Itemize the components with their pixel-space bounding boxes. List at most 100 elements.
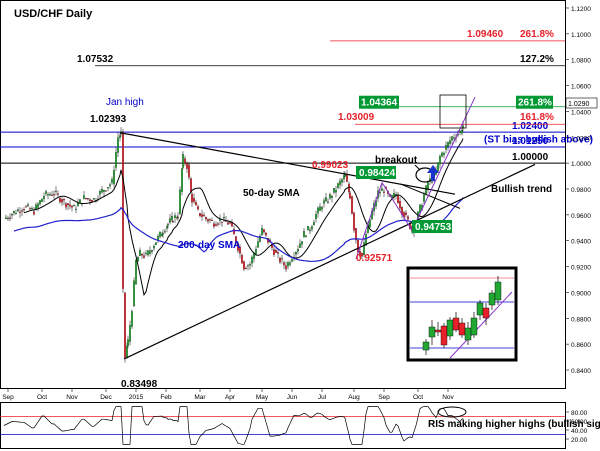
candle-body — [119, 135, 121, 138]
x-tick-label: Sep — [378, 394, 390, 401]
candle-body — [37, 203, 39, 208]
candle-body — [283, 262, 285, 266]
candle-body — [188, 164, 190, 178]
fib-label-1.09460: 1.09460 — [467, 29, 504, 40]
rsi-tick-label: 40.00 — [571, 428, 588, 435]
candle-body — [453, 137, 455, 139]
fib-label-1.07532: 1.07532 — [77, 54, 114, 65]
candle-body — [321, 207, 323, 210]
candle-body — [147, 250, 149, 256]
candle-body — [191, 193, 193, 203]
inset-candles — [410, 276, 514, 359]
x-tick-label: Oct — [413, 394, 423, 401]
descending-resistance-line — [119, 132, 456, 195]
candle-body — [307, 225, 309, 231]
candle-body — [151, 250, 153, 252]
candle-body — [203, 214, 205, 217]
candle-body — [93, 198, 95, 200]
inset-candle-body — [482, 307, 490, 319]
candle-body — [75, 208, 77, 210]
breakout-up-arrow-icon — [427, 165, 439, 181]
candle-body — [213, 223, 215, 227]
candle-body — [117, 137, 119, 153]
zoom-inset — [406, 266, 518, 362]
candle-body — [83, 195, 85, 199]
level-zone-label: (ST bias bullish above) — [484, 135, 593, 146]
annotation-jan-high-value: 1.02393 — [90, 114, 127, 125]
candle-body — [449, 140, 451, 144]
candle-body — [23, 209, 25, 211]
inset-candle-body — [428, 326, 436, 338]
candle-body — [47, 194, 49, 196]
fib-layer: 1.09460 261.8% 1.07532 127.2% 1.04364 261.8% 1… — [77, 29, 565, 125]
candle-body — [275, 250, 277, 253]
candle-body — [431, 181, 433, 183]
rsi-highlight-circle — [437, 406, 467, 418]
candle-body — [333, 187, 335, 193]
candle-body — [301, 241, 303, 245]
candle-body — [67, 203, 69, 206]
y-tick-label: 1.0600 — [571, 84, 591, 91]
candle-body — [265, 232, 267, 236]
candle-body — [149, 250, 151, 254]
rsi-layer: 80.00 60.00 40.00 20.00 — [0, 406, 588, 445]
annotation-0-99023: 0.99023 — [312, 160, 349, 171]
candle-body — [199, 213, 201, 216]
candle-body — [126, 346, 128, 357]
candle-body — [57, 193, 59, 195]
candle-body — [77, 202, 79, 206]
candle-body — [115, 152, 117, 168]
level-label-1.01250: 1.01250 — [512, 136, 549, 147]
x-tick-label: Oct — [37, 394, 47, 401]
candle-body — [193, 198, 195, 202]
level-label-1.02400: 1.02400 — [512, 121, 549, 132]
candle-body — [124, 292, 126, 358]
candle-body — [13, 210, 15, 214]
x-tick-label: Nov — [442, 394, 454, 401]
candle-body — [279, 258, 281, 263]
candle-body — [101, 189, 103, 193]
annotation-0-94753-bg — [412, 220, 452, 233]
candle-body — [313, 222, 315, 226]
candle-body — [297, 249, 299, 252]
fib-pct-1.04364: 261.8% — [518, 98, 552, 109]
candle-body — [201, 214, 203, 217]
candle-body — [305, 235, 307, 237]
candle-body — [15, 213, 17, 215]
candle-body — [171, 216, 173, 221]
annotation-200-day-sma: 200-day SMA — [178, 240, 240, 251]
fib-extension-line-2 — [355, 182, 383, 259]
candle-body — [27, 204, 29, 207]
candle-body — [143, 255, 145, 258]
x-axis: Sep Oct Nov Dec 2015 Feb Mar Apr May Jun Jul Aug Sep… — [2, 388, 455, 401]
candle-body — [251, 256, 253, 264]
candle-body — [141, 253, 143, 256]
fib-pct-1.07532: 127.2% — [520, 54, 554, 65]
candle-body — [186, 163, 188, 169]
candle-body — [111, 179, 113, 183]
candle-body — [53, 194, 55, 196]
breakout-line — [399, 183, 461, 209]
fib-label-bg — [359, 95, 399, 109]
candle-body — [243, 261, 245, 270]
rsi-line — [3, 406, 464, 445]
candle-body — [281, 258, 283, 260]
candle-body — [319, 206, 321, 211]
candle-body — [139, 249, 141, 256]
rsi-tick-label: 80.00 — [571, 410, 588, 417]
x-tick-label: Apr — [225, 394, 236, 401]
candle-body — [9, 217, 11, 219]
inset-trend-line — [449, 291, 513, 359]
candle-body — [205, 217, 207, 220]
candle-body — [79, 199, 81, 204]
candle-body — [359, 251, 361, 257]
annotation-jan-high: Jan high — [106, 97, 144, 108]
candle-body — [311, 226, 313, 230]
candle-body — [405, 212, 407, 215]
candle-body — [303, 231, 305, 238]
candle-body — [103, 189, 105, 192]
candle-body — [43, 196, 45, 200]
annotation-0-92571: 0.92571 — [356, 253, 393, 264]
annotation-breakout: breakout — [375, 155, 418, 166]
